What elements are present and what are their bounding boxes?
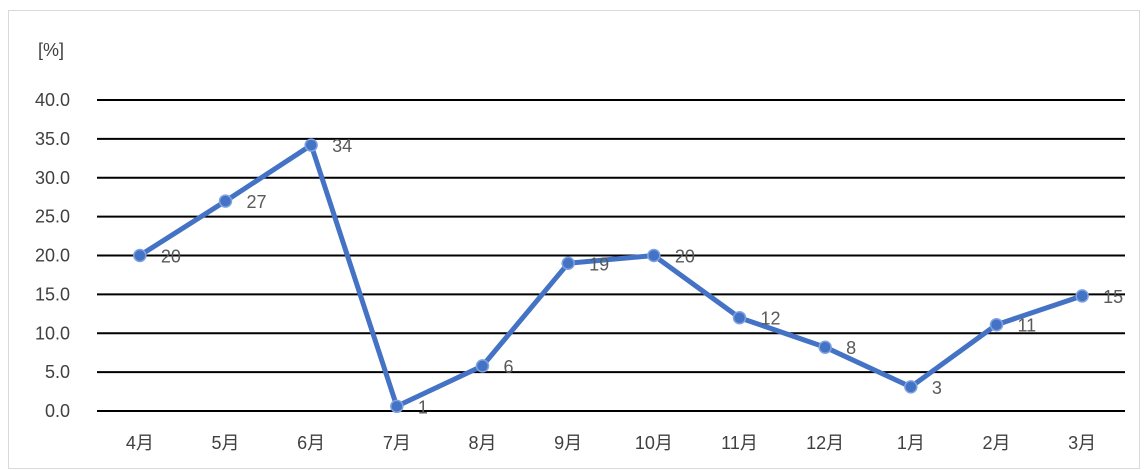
data-label: 27 bbox=[247, 192, 267, 212]
y-tick-label: 5.0 bbox=[45, 362, 70, 382]
y-axis-unit-label: [%] bbox=[38, 40, 64, 60]
x-tick-label: 3月 bbox=[1068, 433, 1096, 453]
y-tick-label: 35.0 bbox=[35, 129, 70, 149]
y-tick-label: 40.0 bbox=[35, 90, 70, 110]
x-tick-label: 8月 bbox=[468, 433, 496, 453]
x-tick-label: 1月 bbox=[897, 433, 925, 453]
data-point bbox=[561, 256, 575, 271]
series-line bbox=[137, 142, 1085, 409]
data-point bbox=[904, 380, 918, 394]
data-label: 6 bbox=[504, 357, 514, 377]
x-tick-label: 10月 bbox=[635, 433, 673, 453]
x-tick-label: 12月 bbox=[806, 433, 844, 453]
data-point bbox=[732, 310, 747, 325]
chart-border bbox=[8, 10, 1140, 469]
x-tick-label: 2月 bbox=[982, 433, 1010, 453]
data-label: 8 bbox=[846, 338, 856, 358]
data-point bbox=[475, 359, 490, 373]
y-tick-label: 10.0 bbox=[35, 323, 70, 343]
data-label: 3 bbox=[932, 378, 942, 398]
x-tick-labels: 4月 5月 6月 7月 8月 9月 10月 11月 12月 1月 2月 3月 bbox=[126, 433, 1096, 453]
y-tick-label: 15.0 bbox=[35, 284, 70, 304]
data-point bbox=[304, 138, 318, 152]
data-point bbox=[390, 399, 404, 414]
data-point bbox=[647, 248, 661, 263]
x-tick-label: 4月 bbox=[126, 433, 154, 453]
data-point bbox=[818, 340, 832, 354]
data-label: 11 bbox=[1018, 316, 1037, 336]
y-tick-labels: 0.0 5.0 10.0 15.0 20.0 25.0 30.0 35.0 40.0 bbox=[35, 90, 70, 421]
x-tick-label: 5月 bbox=[211, 433, 239, 453]
x-tick-label: 7月 bbox=[383, 433, 411, 453]
data-point bbox=[133, 248, 147, 263]
x-tick-label: 9月 bbox=[554, 433, 582, 453]
data-markers bbox=[133, 138, 1089, 414]
x-tick-label: 6月 bbox=[297, 433, 325, 453]
data-label: 12 bbox=[761, 309, 781, 329]
data-point bbox=[989, 317, 1004, 332]
data-point bbox=[218, 194, 233, 208]
y-tick-label: 25.0 bbox=[35, 207, 70, 227]
y-tick-label: 0.0 bbox=[45, 401, 70, 421]
gridlines bbox=[97, 99, 1125, 412]
data-labels: 20 27 34 1 6 19 20 12 8 3 11 15 bbox=[161, 136, 1123, 417]
data-label: 34 bbox=[332, 136, 352, 156]
data-point bbox=[1075, 289, 1089, 303]
x-tick-label: 11月 bbox=[721, 433, 758, 453]
data-label: 20 bbox=[675, 247, 695, 267]
y-tick-label: 20.0 bbox=[35, 246, 70, 266]
data-label: 15 bbox=[1103, 287, 1123, 307]
data-label: 20 bbox=[161, 247, 181, 267]
data-label: 1 bbox=[418, 397, 428, 417]
data-label: 19 bbox=[589, 254, 609, 274]
y-tick-label: 30.0 bbox=[35, 168, 70, 188]
